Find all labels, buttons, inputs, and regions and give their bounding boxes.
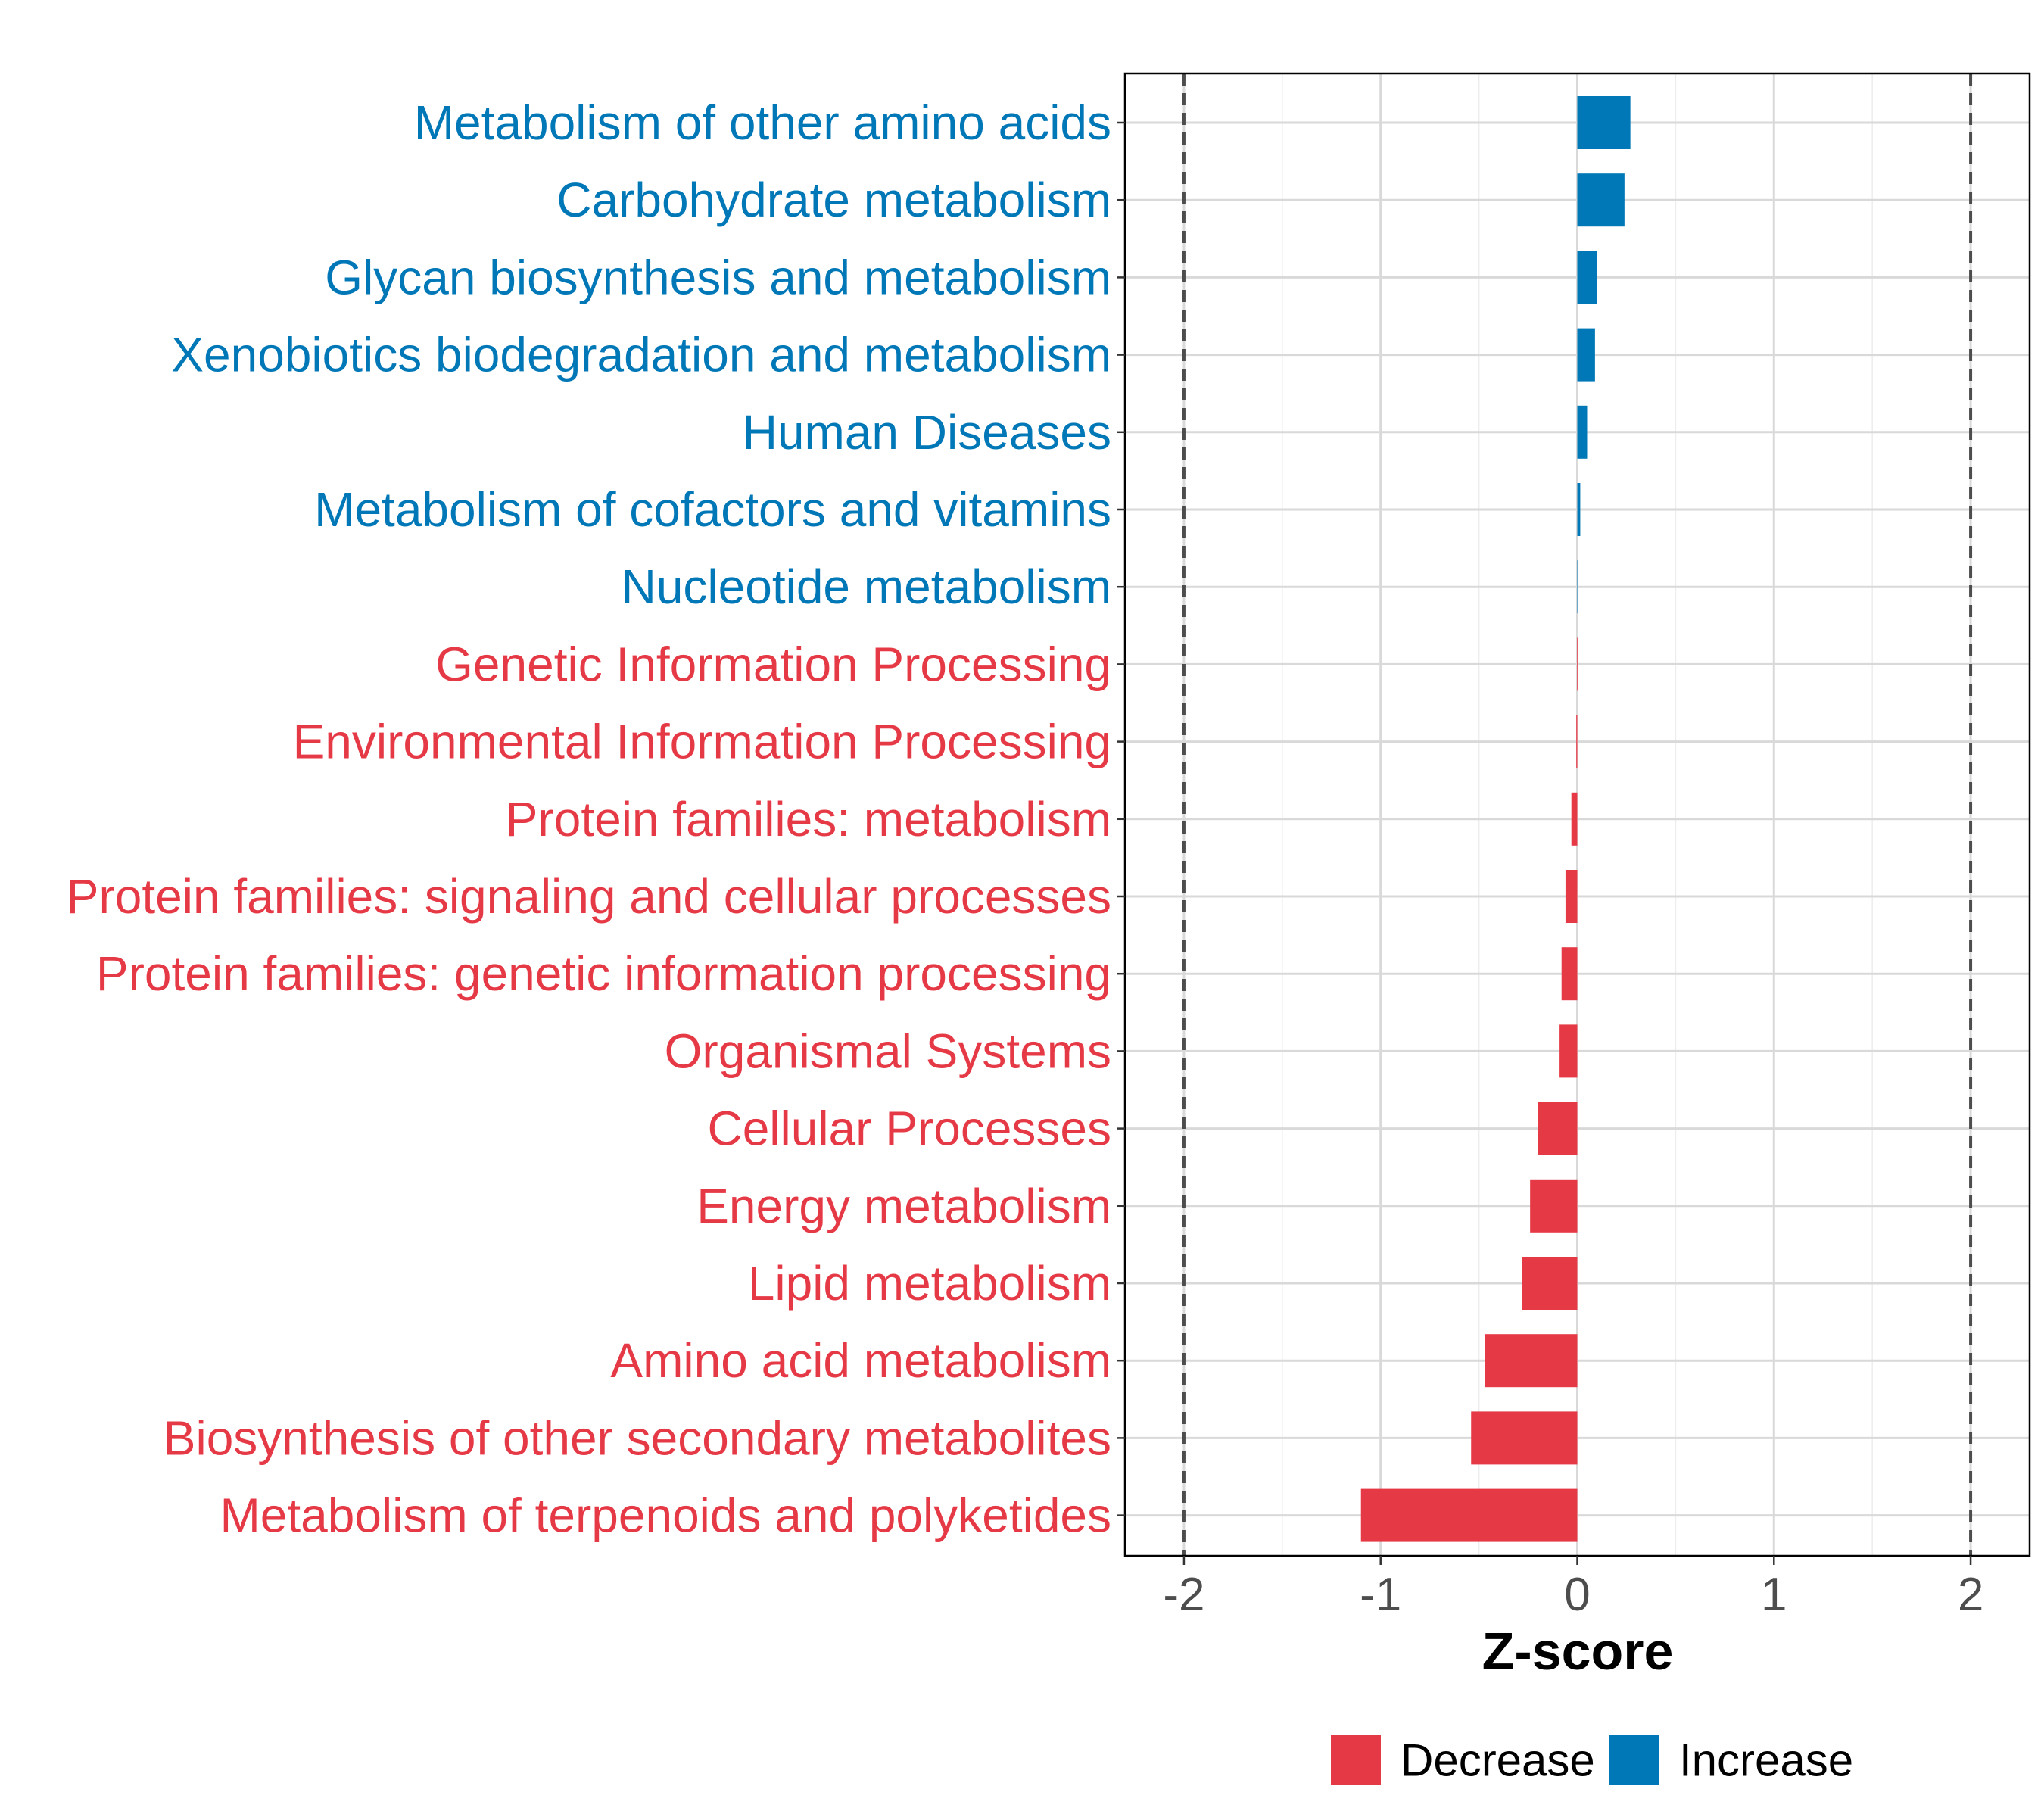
bar bbox=[1530, 1179, 1578, 1233]
bar bbox=[1571, 792, 1578, 846]
x-tick-label: 2 bbox=[1958, 1569, 1983, 1621]
x-axis: -2 -1 0 1 2 bbox=[1163, 1556, 1983, 1621]
category-label: Environmental Information Processing bbox=[293, 715, 1111, 769]
x-axis-title: Z-score bbox=[1482, 1622, 1674, 1681]
category-label: Xenobiotics biodegradation and metabolis… bbox=[171, 328, 1111, 382]
category-label: Protein families: genetic information pr… bbox=[96, 946, 1111, 1001]
reference-lines bbox=[1182, 73, 1973, 1556]
bar bbox=[1577, 251, 1597, 304]
bar bbox=[1577, 405, 1588, 459]
category-label: Human Diseases bbox=[743, 405, 1111, 460]
category-label: Cellular Processes bbox=[707, 1102, 1111, 1156]
bar bbox=[1360, 1488, 1578, 1542]
legend: Decrease Increase bbox=[1331, 1735, 1853, 1786]
bar bbox=[1565, 870, 1578, 923]
x-tick-label: 1 bbox=[1761, 1569, 1787, 1621]
category-label: Glycan biosynthesis and metabolism bbox=[325, 250, 1111, 304]
category-label: Protein families: signaling and cellular… bbox=[67, 869, 1111, 924]
bar-layer bbox=[1360, 96, 1631, 1542]
category-label: Lipid metabolism bbox=[748, 1256, 1111, 1311]
bar bbox=[1538, 1102, 1578, 1155]
bar bbox=[1577, 173, 1625, 227]
bar bbox=[1522, 1257, 1578, 1310]
bar bbox=[1561, 947, 1578, 1001]
legend-label: Decrease bbox=[1401, 1735, 1595, 1786]
x-tick-label: 0 bbox=[1564, 1569, 1590, 1621]
bar bbox=[1577, 96, 1631, 149]
bar bbox=[1559, 1024, 1578, 1078]
legend-swatch bbox=[1331, 1735, 1381, 1785]
bar bbox=[1576, 715, 1578, 768]
bar bbox=[1577, 483, 1581, 536]
bar bbox=[1577, 637, 1578, 691]
category-label: Energy metabolism bbox=[696, 1179, 1111, 1233]
category-label: Genetic Information Processing bbox=[435, 637, 1111, 691]
category-label: Biosynthesis of other secondary metaboli… bbox=[164, 1410, 1111, 1465]
category-label: Metabolism of cofactors and vitamins bbox=[314, 482, 1111, 537]
y-axis: Metabolism of other amino acids Carbohydr… bbox=[67, 95, 1125, 1543]
category-label: Amino acid metabolism bbox=[610, 1333, 1111, 1388]
category-label: Protein families: metabolism bbox=[506, 792, 1111, 846]
category-label: Nucleotide metabolism bbox=[622, 559, 1111, 614]
bar bbox=[1577, 328, 1595, 382]
bar bbox=[1485, 1334, 1578, 1388]
legend-label: Increase bbox=[1679, 1735, 1853, 1786]
category-label: Carbohydrate metabolism bbox=[556, 173, 1111, 227]
category-label: Metabolism of other amino acids bbox=[414, 95, 1111, 150]
category-label: Metabolism of terpenoids and polyketides bbox=[220, 1488, 1111, 1543]
x-tick-label: -1 bbox=[1360, 1569, 1401, 1621]
category-label: Organismal Systems bbox=[665, 1024, 1111, 1078]
x-tick-label: -2 bbox=[1163, 1569, 1204, 1621]
legend-swatch bbox=[1609, 1735, 1659, 1785]
bar bbox=[1471, 1411, 1578, 1465]
